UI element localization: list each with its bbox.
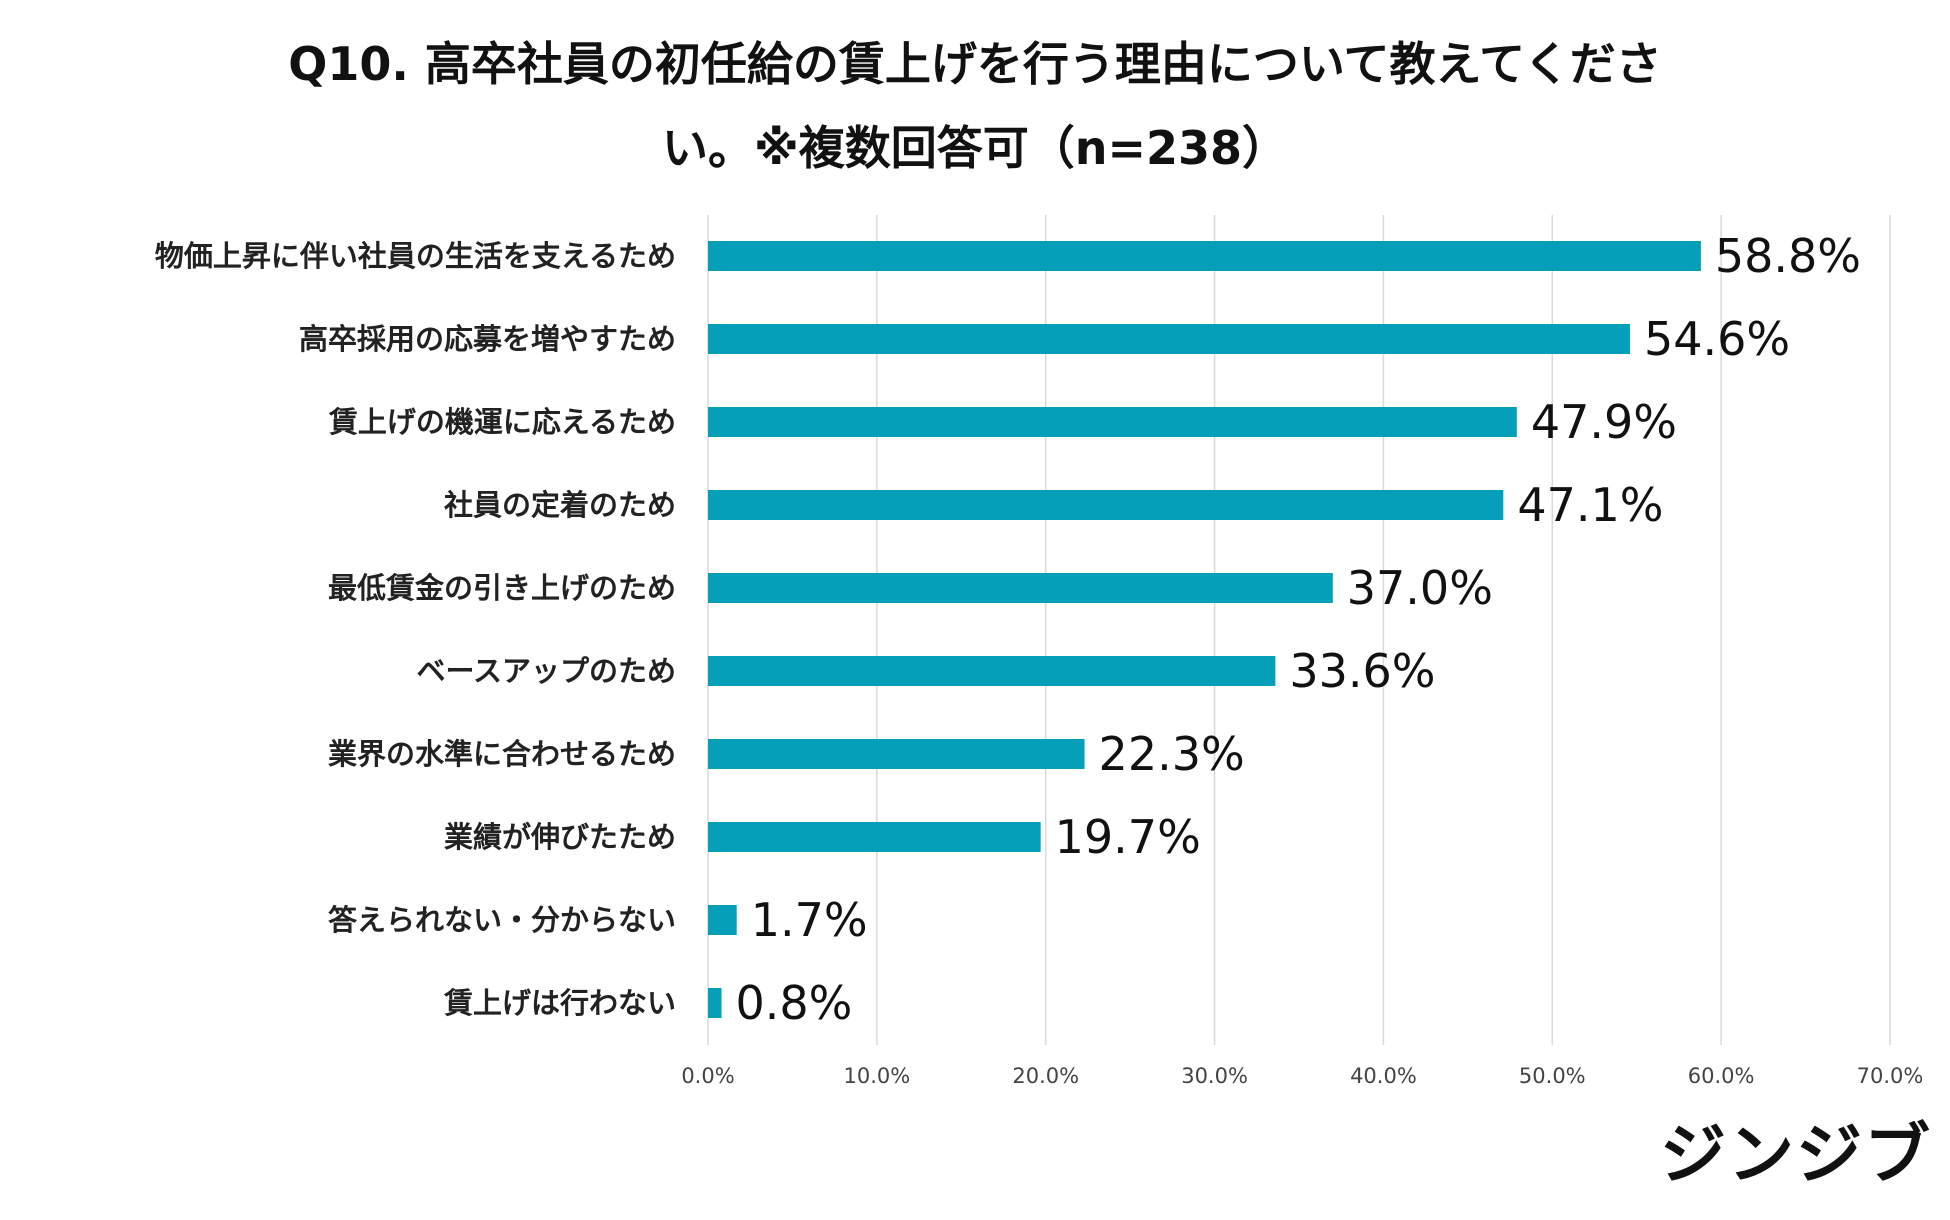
bars [708, 241, 1701, 1018]
value-label: 47.1% [1517, 478, 1663, 532]
bar-chart: 物価上昇に伴い社員の生活を支えるため高卒採用の応募を増やすため賃上げの機運に応え… [155, 215, 1923, 1088]
bar [708, 407, 1517, 437]
bar [708, 573, 1333, 603]
bar [708, 822, 1041, 852]
value-label: 58.8% [1715, 229, 1861, 283]
bar [708, 905, 737, 935]
value-label: 47.9% [1531, 395, 1677, 449]
value-label: 19.7% [1055, 810, 1201, 864]
x-tick-label: 60.0% [1688, 1064, 1755, 1088]
chart-title-line-2: い。※複数回答可（n=238） [661, 121, 1289, 175]
chart-title-line-1: Q10. 高卒社員の初任給の賃上げを行う理由について教えてくださ [288, 37, 1662, 91]
x-tick-label: 20.0% [1012, 1064, 1079, 1088]
category-label: 物価上昇に伴い社員の生活を支えるため [155, 239, 676, 273]
value-label: 54.6% [1644, 312, 1790, 366]
category-label: 高卒採用の応募を増やすため [299, 322, 676, 356]
bar [708, 324, 1630, 354]
category-label: 賃上げは行わない [443, 986, 676, 1020]
x-tick-label: 50.0% [1519, 1064, 1586, 1088]
x-tick-label: 70.0% [1857, 1064, 1924, 1088]
bar [708, 490, 1504, 520]
brand-logo: ジンジブ [1660, 1116, 1932, 1193]
x-axis-tick-labels: 0.0% 10.0% 20.0% 30.0% 40.0% 50.0% 60.0% 70.0% [681, 1064, 1923, 1088]
x-tick-label: 0.0% [681, 1064, 734, 1088]
category-label: 業績が伸びたため [444, 820, 676, 854]
category-label: ベースアップのため [416, 654, 676, 688]
bar [708, 656, 1276, 686]
value-label: 0.8% [736, 976, 853, 1030]
x-tick-label: 10.0% [843, 1064, 910, 1088]
value-label: 22.3% [1099, 727, 1245, 781]
category-label: 賃上げの機運に応えるため [328, 405, 676, 439]
bar [708, 739, 1085, 769]
bar [708, 241, 1701, 271]
value-labels: 58.8% 54.6% 47.9% 47.1% 37.0% 33.6% 22.3% 19.7%… [736, 229, 1862, 1030]
bar [708, 988, 722, 1018]
value-label: 1.7% [751, 893, 868, 947]
category-label: 答えられない・分からない [328, 903, 676, 937]
category-labels: 物価上昇に伴い社員の生活を支えるため高卒採用の応募を増やすため賃上げの機運に応え… [155, 239, 676, 1020]
value-label: 33.6% [1289, 644, 1435, 698]
x-tick-label: 40.0% [1350, 1064, 1417, 1088]
category-label: 最低賃金の引き上げのため [328, 571, 676, 605]
x-tick-label: 30.0% [1181, 1064, 1248, 1088]
category-label: 社員の定着のため [444, 488, 676, 522]
value-label: 37.0% [1347, 561, 1493, 615]
category-label: 業界の水準に合わせるため [328, 737, 676, 771]
